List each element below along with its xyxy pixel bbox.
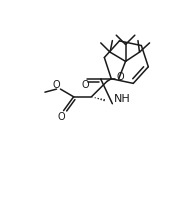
Text: O: O (57, 112, 65, 122)
Text: O: O (81, 80, 89, 90)
Text: O: O (116, 72, 124, 82)
Text: NH: NH (114, 94, 131, 104)
Text: O: O (53, 80, 60, 90)
